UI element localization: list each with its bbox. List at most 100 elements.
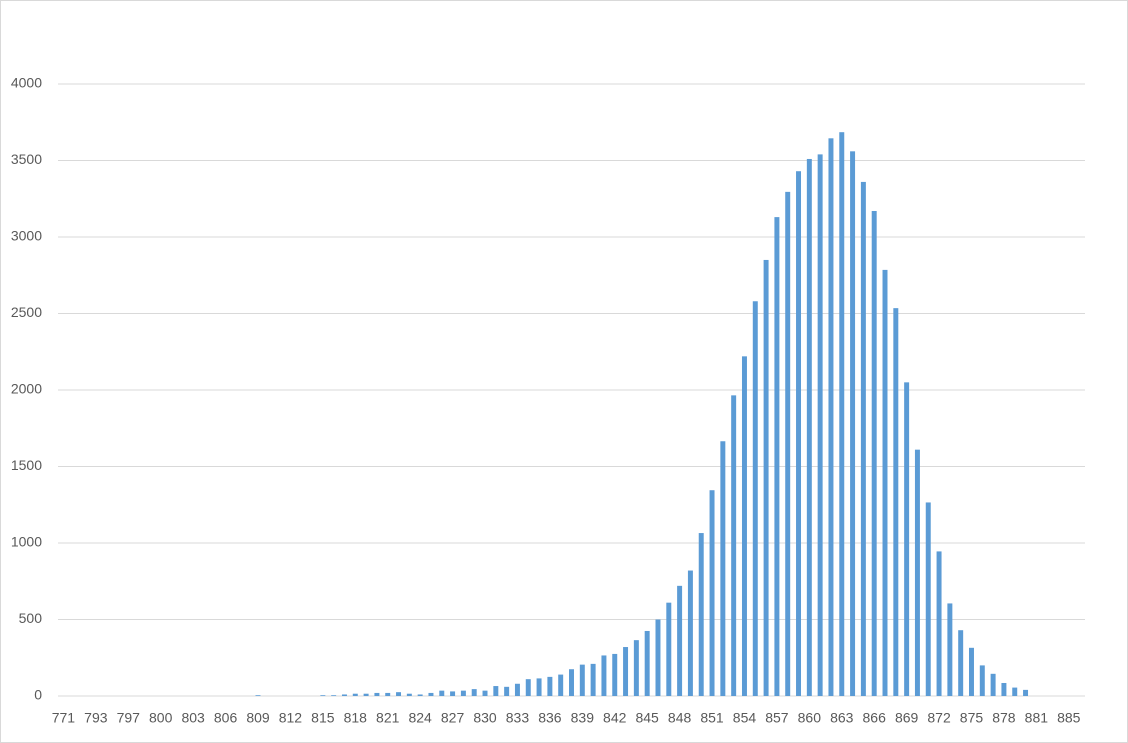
x-tick-label: 806 — [214, 710, 238, 726]
bar — [385, 692, 391, 696]
bar — [396, 692, 402, 696]
y-tick-label: 3000 — [11, 228, 42, 244]
x-tick-label: 797 — [117, 710, 141, 726]
bar — [525, 679, 531, 696]
x-tick-label: 824 — [408, 710, 432, 726]
y-tick-label: 4000 — [11, 75, 42, 91]
x-tick-label: 863 — [830, 710, 854, 726]
bar — [796, 171, 802, 696]
bar — [547, 676, 553, 696]
x-tick-label: 845 — [635, 710, 659, 726]
bar — [482, 690, 488, 696]
x-tick-label: 771 — [52, 710, 76, 726]
x-tick-label: 860 — [798, 710, 822, 726]
bar — [655, 619, 661, 696]
bar — [850, 151, 856, 696]
bar — [774, 217, 780, 697]
bar — [839, 132, 845, 696]
x-tick-label: 878 — [992, 710, 1016, 726]
bar — [320, 695, 326, 696]
x-tick-label: 812 — [279, 710, 303, 726]
x-tick-label: 854 — [733, 710, 757, 726]
bar — [687, 570, 693, 696]
x-tick-label: 830 — [473, 710, 497, 726]
x-tick-label: 836 — [538, 710, 562, 726]
bar — [1023, 689, 1029, 696]
bar — [331, 695, 337, 696]
bar — [1012, 687, 1018, 696]
bar — [417, 694, 423, 696]
bar — [731, 395, 737, 696]
bar — [958, 630, 964, 696]
x-tick-label: 827 — [441, 710, 465, 726]
bar — [601, 655, 607, 696]
bar — [925, 502, 931, 696]
x-tick-label: 842 — [603, 710, 627, 726]
x-tick-label: 851 — [700, 710, 724, 726]
bar — [904, 382, 910, 696]
bar — [633, 640, 639, 696]
bar — [374, 692, 380, 696]
x-tick-label: 848 — [668, 710, 692, 726]
bar — [882, 269, 888, 696]
bar — [569, 669, 574, 696]
bar — [644, 630, 650, 696]
bar — [558, 674, 564, 696]
bar — [428, 692, 434, 696]
bar — [450, 691, 456, 696]
bar — [785, 191, 791, 697]
bar — [806, 158, 812, 697]
y-tick-label: 2000 — [11, 381, 42, 397]
bar — [720, 441, 726, 696]
y-tick-label: 1000 — [11, 534, 42, 550]
x-tick-label: 800 — [149, 710, 173, 726]
bar — [666, 602, 672, 696]
bar — [341, 694, 347, 696]
x-tick-label: 815 — [311, 710, 335, 726]
bar — [936, 551, 942, 696]
bar — [460, 690, 466, 696]
y-tick-label: 0 — [34, 687, 42, 703]
bar — [363, 693, 369, 696]
bar — [514, 683, 520, 696]
bar — [752, 301, 758, 696]
bar — [590, 663, 596, 696]
bar — [990, 673, 996, 696]
bar — [698, 533, 704, 696]
x-tick-label: 869 — [895, 710, 919, 726]
x-tick-label: 833 — [506, 710, 530, 726]
x-tick-label: 803 — [181, 710, 205, 726]
bar — [1001, 682, 1007, 696]
bar — [493, 686, 499, 696]
bar — [871, 210, 877, 697]
bar — [893, 308, 899, 696]
bar — [860, 181, 866, 697]
bar — [471, 689, 477, 696]
x-tick-label: 809 — [246, 710, 270, 726]
x-tick-label: 818 — [344, 710, 368, 726]
x-tick-label: 885 — [1057, 710, 1081, 726]
bar — [623, 647, 629, 696]
x-tick-label: 857 — [765, 710, 789, 726]
bar — [579, 664, 585, 696]
bar — [709, 490, 715, 696]
x-tick-label: 839 — [571, 710, 595, 726]
x-tick-label: 793 — [84, 710, 108, 726]
x-tick-label: 872 — [927, 710, 951, 726]
bar — [979, 665, 985, 696]
bar — [947, 603, 953, 696]
x-tick-label: 866 — [863, 710, 887, 726]
bar — [914, 449, 920, 696]
bar — [677, 585, 683, 696]
bar — [612, 653, 618, 696]
bar — [969, 647, 974, 696]
bar — [406, 693, 412, 696]
bar — [763, 259, 769, 696]
x-tick-label: 875 — [960, 710, 984, 726]
bar — [536, 678, 542, 696]
bar — [828, 138, 834, 696]
bar — [439, 690, 445, 696]
bar — [817, 154, 823, 696]
